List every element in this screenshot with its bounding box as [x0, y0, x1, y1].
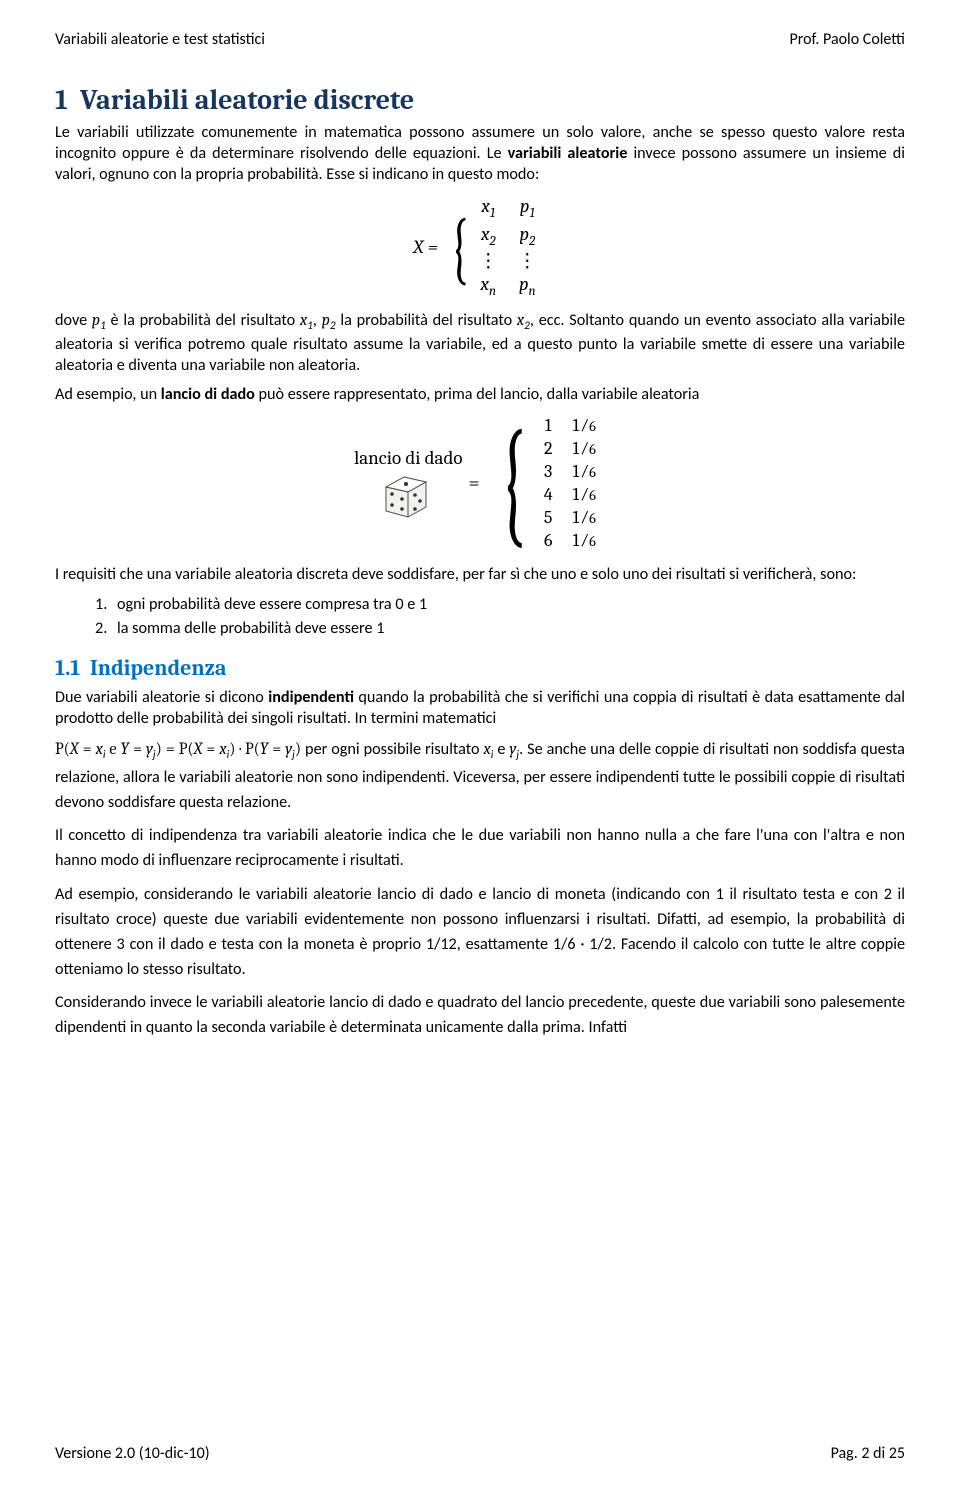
header-left: Variabili aleatorie e test statistici	[55, 30, 265, 49]
paragraph-7: Il concetto di indipendenza tra variabil…	[55, 823, 905, 873]
page-footer: Versione 2.0 (10-dic-10) Pag. 2 di 25	[55, 1444, 905, 1463]
p2-c: la probabilità del risultato	[336, 311, 517, 330]
section-1-title: Variabili aleatorie discrete	[80, 84, 414, 116]
paragraph-3: Ad esempio, un lancio di dado può essere…	[55, 384, 905, 405]
p3-a: Ad esempio, un	[55, 385, 161, 404]
footer-right: Pag. 2 di 25	[831, 1444, 905, 1463]
p1-b: variabili aleatorie	[508, 144, 628, 163]
section-1-heading: 1 Variabili aleatorie discrete	[55, 84, 905, 116]
die-matrix: 11⁄6 21⁄6 31⁄6 41⁄6 51⁄6 61⁄6	[534, 414, 606, 552]
section-1-1-title: Indipendenza	[90, 655, 227, 681]
eq-matrix: x1p1 x2p2 ⋮⋮ xnpn	[469, 195, 547, 300]
page-header: Variabili aleatorie e test statistici Pr…	[55, 30, 905, 49]
brace-big-icon: {	[499, 430, 526, 535]
p6-a: per ogni possibile risultato	[301, 740, 483, 759]
p5-b: indipendenti	[268, 688, 354, 707]
p5-a: Due variabili aleatorie si dicono	[55, 688, 268, 707]
section-1-number: 1	[55, 84, 68, 116]
paragraph-5: Due variabili aleatorie si dicono indipe…	[55, 687, 905, 729]
requirements-list: ogni probabilità deve essere compresa tr…	[55, 593, 905, 642]
header-right: Prof. Paolo Coletti	[790, 30, 905, 49]
list-item: la somma delle probabilità deve essere 1	[111, 617, 905, 641]
p2-a: dove	[55, 311, 92, 330]
paragraph-2: dove p1 è la probabilità del risultato x…	[55, 310, 905, 376]
paragraph-9: Considerando invece le variabili aleator…	[55, 990, 905, 1040]
die-label: lancio di dado	[354, 447, 462, 469]
die-eq-sign: =	[468, 471, 479, 494]
footer-left: Versione 2.0 (10-dic-10)	[55, 1444, 210, 1463]
p3-c: può essere rappresentato, prima del lanc…	[255, 385, 699, 404]
list-item: ogni probabilità deve essere compresa tr…	[111, 593, 905, 617]
section-1-1-heading: 1.1 Indipendenza	[55, 655, 905, 681]
paragraph-4: I requisiti che una variabile aleatoria …	[55, 564, 905, 585]
page: Variabili aleatorie e test statistici Pr…	[0, 0, 960, 1491]
p6-b: e	[493, 740, 509, 759]
brace-icon: {	[450, 216, 469, 280]
die-equation: lancio di dado = {	[55, 414, 905, 552]
equation-X: X = { x1p1 x2p2 ⋮⋮ xnpn	[55, 195, 905, 300]
section-1-1-number: 1.1	[55, 655, 80, 681]
paragraph-1: Le variabili utilizzate comunemente in m…	[55, 122, 905, 185]
p3-b: lancio di dado	[161, 385, 255, 404]
eq-lhs: X =	[413, 237, 438, 258]
p2-b: è la probabilità del risultato	[106, 311, 300, 330]
paragraph-6: P(X = xi e Y = yj) = P(X = xi) · P(Y = y…	[55, 737, 905, 815]
paragraph-8: Ad esempio, considerando le variabili al…	[55, 882, 905, 982]
die-icon	[382, 471, 434, 519]
